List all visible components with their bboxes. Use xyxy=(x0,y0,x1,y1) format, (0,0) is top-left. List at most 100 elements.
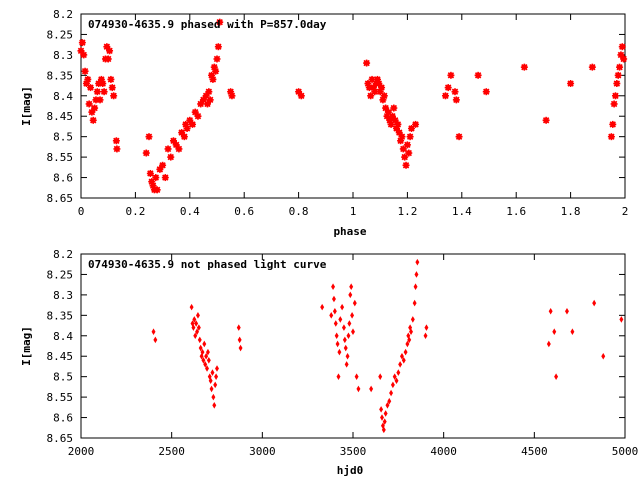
data-point xyxy=(410,316,415,323)
data-point xyxy=(402,161,410,169)
data-point xyxy=(592,299,597,307)
y-tick-label: 8.5 xyxy=(53,371,73,384)
x-tick-label: 1.2 xyxy=(397,205,417,218)
data-point xyxy=(195,328,200,335)
data-point xyxy=(343,344,348,352)
data-point xyxy=(87,84,95,92)
y-tick-label: 8.6 xyxy=(53,412,73,425)
data-point xyxy=(385,402,390,409)
y-tick-label: 8.4 xyxy=(53,90,73,103)
data-point xyxy=(383,410,388,417)
phased-y-axis-label: I[mag] xyxy=(20,86,33,126)
data-point xyxy=(237,336,242,344)
data-point xyxy=(354,373,359,380)
phased-plot-frame xyxy=(80,13,626,199)
data-point xyxy=(341,324,346,331)
data-point xyxy=(205,88,213,96)
y-tick-label: 8.4 xyxy=(53,330,73,343)
y-tick-label: 8.25 xyxy=(47,28,74,41)
data-point xyxy=(85,100,93,108)
data-point xyxy=(565,307,569,315)
data-point xyxy=(344,361,349,368)
data-point xyxy=(212,67,220,75)
data-point xyxy=(236,324,241,331)
data-point xyxy=(151,328,156,335)
x-tick-label: 4000 xyxy=(430,445,457,458)
x-tick-label: 0.4 xyxy=(180,205,200,218)
data-point xyxy=(191,324,196,331)
data-point xyxy=(238,344,243,352)
data-point xyxy=(100,88,108,96)
data-point xyxy=(197,336,202,344)
data-point xyxy=(167,153,175,161)
x-tick-label: 2500 xyxy=(158,445,185,458)
data-point xyxy=(331,283,336,290)
phased-x-ticks: 0 0.2 0.4 0.6 0.8 1 1.2 1.4 1.6 1.8 2 xyxy=(78,14,629,218)
data-point xyxy=(146,169,154,177)
data-point xyxy=(81,67,89,75)
data-point xyxy=(189,303,194,311)
data-point xyxy=(78,39,86,47)
data-point xyxy=(337,348,342,356)
data-point xyxy=(80,51,88,59)
phased-data-points xyxy=(77,18,628,194)
data-point xyxy=(403,348,408,356)
data-point xyxy=(554,373,559,380)
data-point xyxy=(214,373,219,380)
data-point xyxy=(396,369,401,376)
data-point xyxy=(203,100,211,108)
data-point xyxy=(444,84,452,92)
data-point xyxy=(614,71,622,79)
data-point xyxy=(423,332,428,340)
data-point xyxy=(412,299,417,307)
data-point xyxy=(349,283,354,290)
x-tick-label: 3000 xyxy=(249,445,276,458)
data-point xyxy=(189,120,197,128)
data-point xyxy=(212,402,217,409)
data-point xyxy=(342,336,347,344)
y-tick-label: 8.45 xyxy=(47,110,74,123)
data-point xyxy=(113,145,121,153)
x-tick-label: 3500 xyxy=(340,445,367,458)
data-point xyxy=(618,43,626,51)
data-point xyxy=(609,120,617,128)
data-point xyxy=(336,373,341,380)
y-tick-label: 8.55 xyxy=(47,391,74,404)
unphased-x-axis-label: hjd0 xyxy=(337,464,364,477)
y-tick-label: 8.3 xyxy=(53,289,73,302)
data-point xyxy=(356,385,361,393)
x-tick-label: 1.8 xyxy=(561,205,581,218)
data-point xyxy=(183,124,191,132)
data-point xyxy=(474,71,482,79)
data-point xyxy=(347,320,352,327)
data-point xyxy=(399,352,404,360)
data-point xyxy=(415,258,420,266)
data-point xyxy=(447,71,455,79)
x-tick-label: 4500 xyxy=(521,445,548,458)
data-point xyxy=(401,357,406,364)
data-point xyxy=(99,80,107,88)
data-point xyxy=(620,55,628,63)
phased-y-ticks: 8.2 8.25 8.3 8.35 8.4 8.45 8.5 8.55 8.6 8.65 xyxy=(47,8,625,205)
data-point xyxy=(390,381,395,389)
data-point xyxy=(455,133,463,141)
data-point xyxy=(412,120,420,128)
x-tick-label: 2000 xyxy=(68,445,95,458)
y-tick-label: 8.3 xyxy=(53,49,73,62)
data-point xyxy=(346,332,351,340)
y-tick-label: 8.5 xyxy=(53,131,73,144)
data-point xyxy=(205,348,210,356)
x-tick-label: 2 xyxy=(622,205,629,218)
data-point xyxy=(194,112,202,120)
data-point xyxy=(601,352,606,360)
data-point xyxy=(352,299,357,307)
data-point xyxy=(348,291,353,299)
data-point xyxy=(196,324,201,331)
data-point xyxy=(552,328,557,335)
data-point xyxy=(413,283,418,290)
data-point xyxy=(84,75,92,83)
data-point xyxy=(394,377,399,385)
data-point xyxy=(616,63,624,71)
data-point xyxy=(610,100,618,108)
data-point xyxy=(209,385,214,393)
